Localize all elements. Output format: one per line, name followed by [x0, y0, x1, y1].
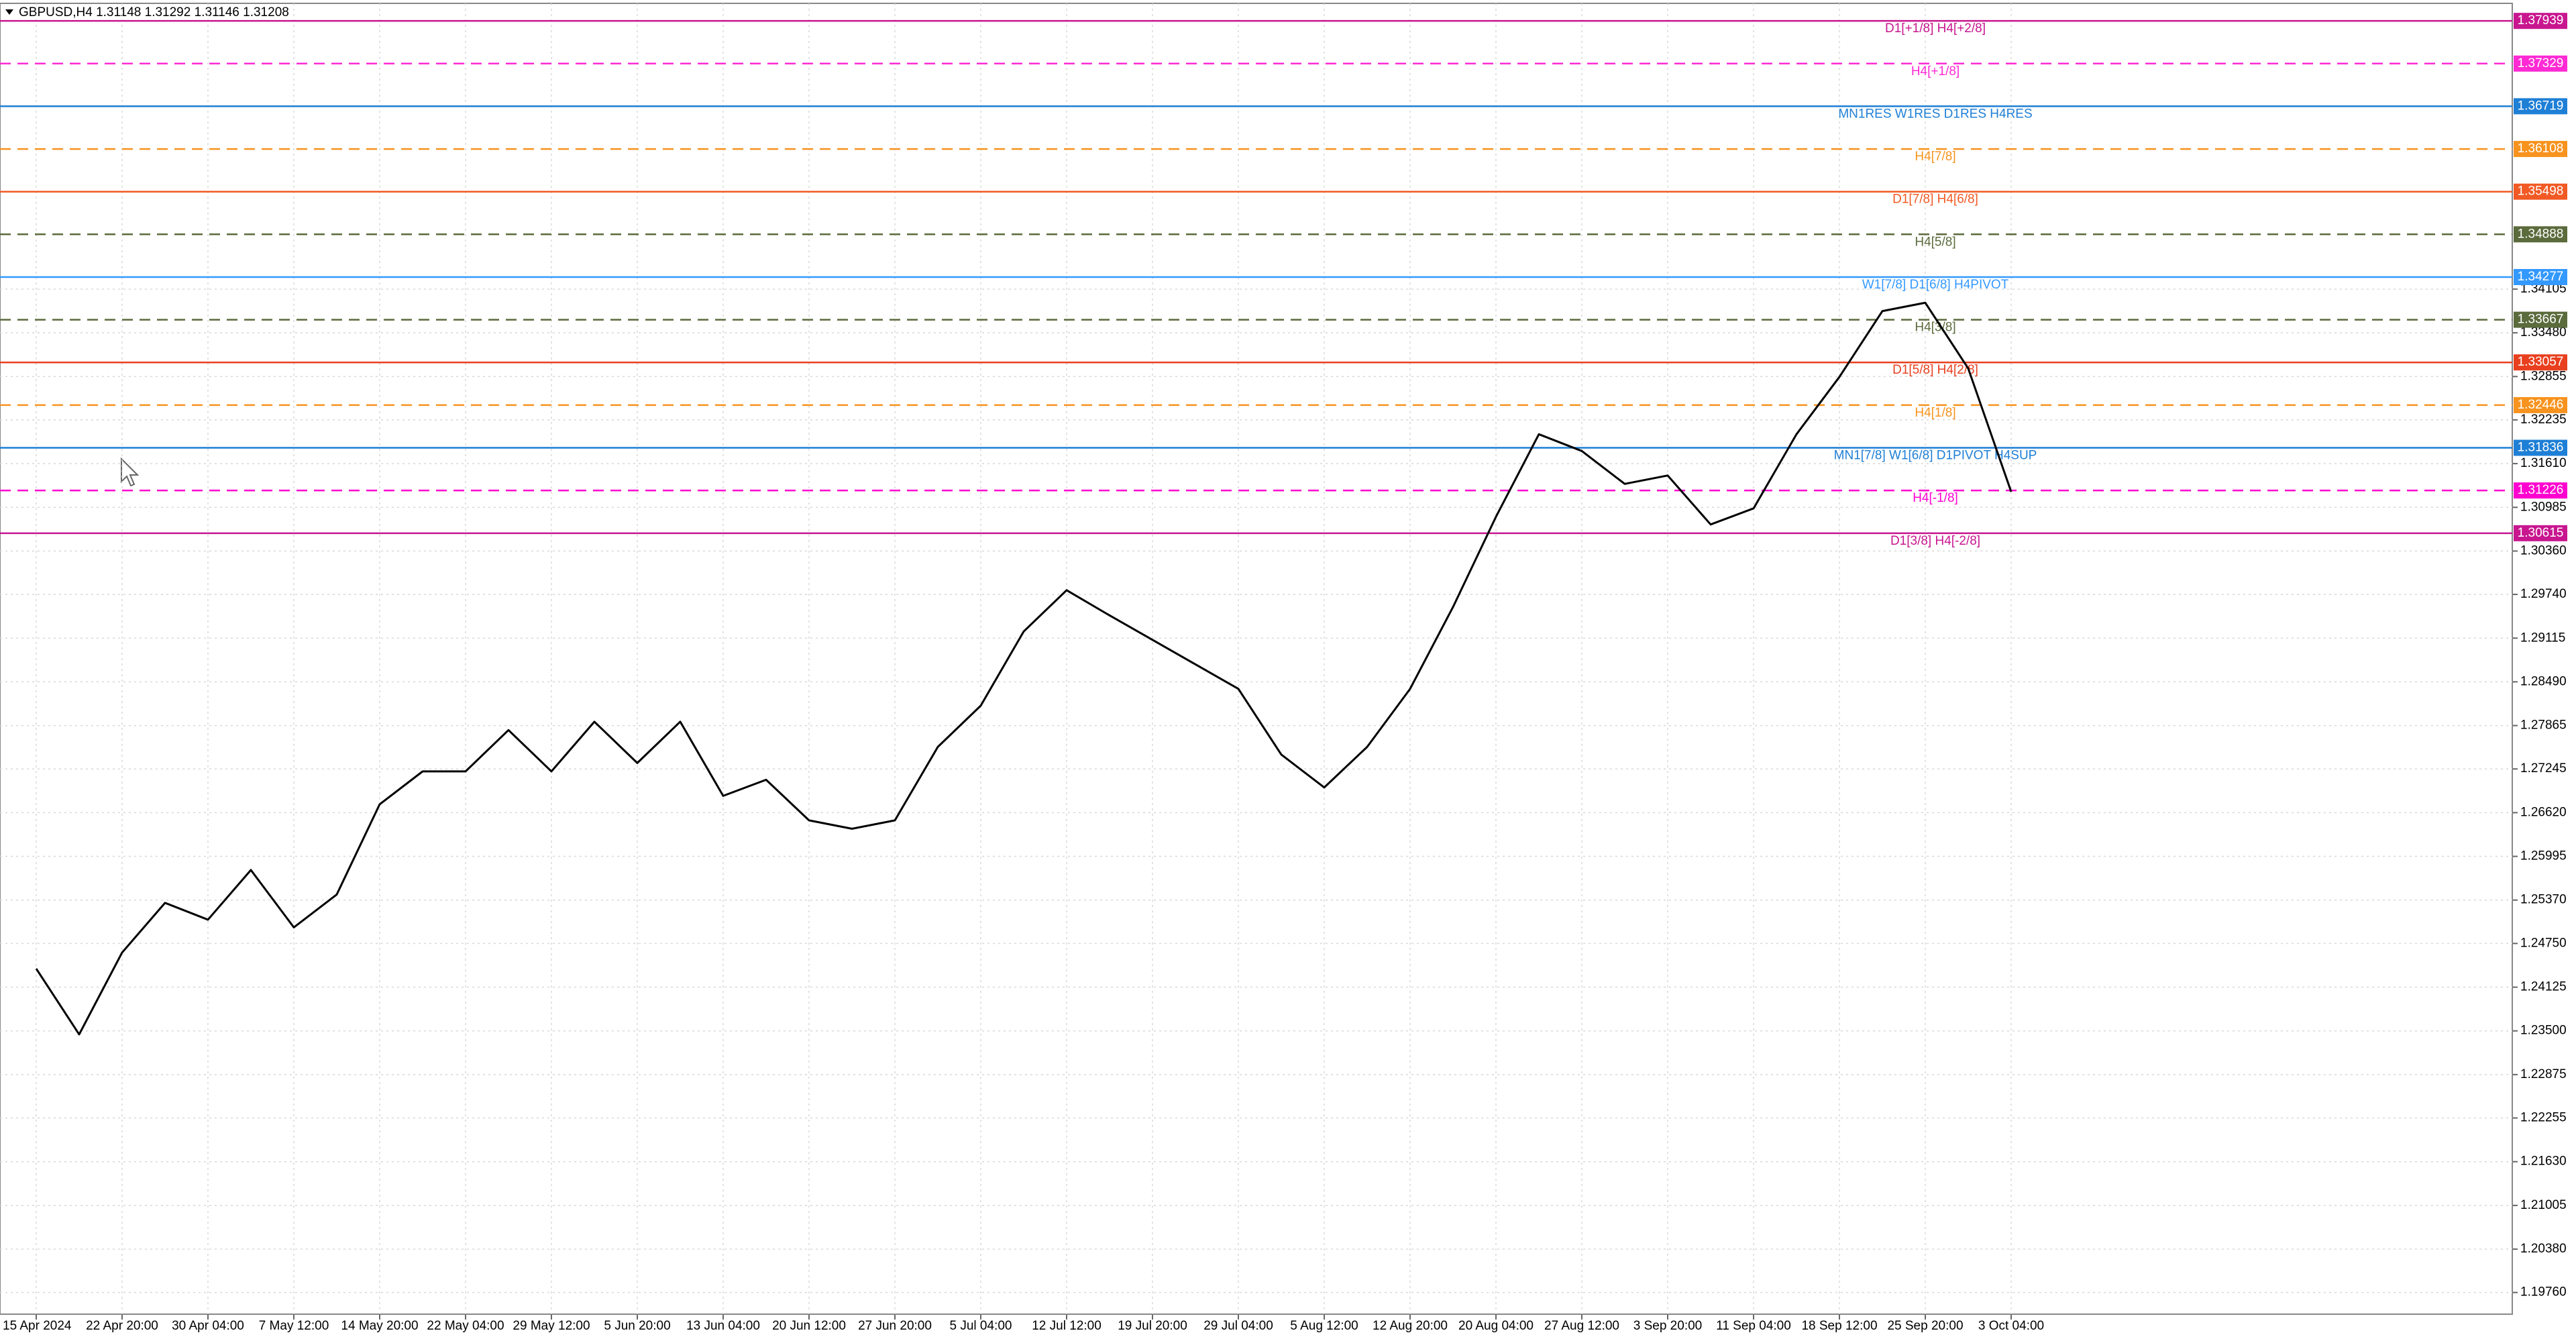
- x-tick-label: 18 Sep 12:00: [1801, 1319, 1877, 1333]
- level-badge-label: 1.31226: [2518, 483, 2564, 497]
- plot-frame: [0, 3, 2513, 1315]
- x-tick-label: 5 Jun 20:00: [604, 1319, 670, 1333]
- mouse-cursor: [121, 457, 140, 487]
- level-badge-label: 1.36108: [2518, 142, 2564, 156]
- x-tick-label: 7 May 12:00: [259, 1319, 329, 1333]
- level-badge: [2514, 439, 2567, 456]
- level-badge-label: 1.34888: [2518, 227, 2564, 241]
- y-tick-label: 1.32235: [2520, 413, 2567, 427]
- chart-title: GBPUSD,H4 1.31148 1.31292 1.31146 1.3120…: [19, 5, 289, 19]
- level-label: H4[5/8]: [1915, 235, 1955, 249]
- level-badge: [2514, 269, 2567, 286]
- x-tick-label: 3 Oct 04:00: [1978, 1319, 2044, 1333]
- level-badge: [2514, 141, 2567, 158]
- x-tick-label: 20 Jun 12:00: [772, 1319, 846, 1333]
- level-badge: [2514, 482, 2567, 499]
- y-tick-label: 1.24125: [2520, 980, 2567, 994]
- level-badge-label: 1.35498: [2518, 184, 2564, 199]
- x-tick-label: 22 Apr 20:00: [86, 1319, 158, 1333]
- x-tick-label: 20 Aug 04:00: [1458, 1319, 1534, 1333]
- level-label: H4[7/8]: [1915, 150, 1955, 164]
- y-tick-label: 1.31610: [2520, 456, 2567, 470]
- y-tick-label: 1.27245: [2520, 761, 2567, 775]
- level-badge-label: 1.33057: [2518, 355, 2564, 369]
- y-tick-label: 1.25995: [2520, 849, 2567, 863]
- x-tick-label: 5 Jul 04:00: [950, 1319, 1012, 1333]
- y-tick-label: 1.28490: [2520, 674, 2567, 688]
- x-tick-label: 12 Jul 12:00: [1032, 1319, 1102, 1333]
- y-tick-label: 1.27865: [2520, 718, 2567, 733]
- x-tick-label: 22 May 04:00: [427, 1319, 504, 1333]
- y-tick-label: 1.21005: [2520, 1198, 2567, 1212]
- y-tick-label: 1.34105: [2520, 282, 2567, 296]
- y-tick-label: 1.23500: [2520, 1024, 2567, 1038]
- level-badge: [2514, 226, 2567, 243]
- level-badge: [2514, 396, 2567, 413]
- x-tick-label: 27 Aug 12:00: [1544, 1319, 1619, 1333]
- x-tick-label: 13 Jun 04:00: [686, 1319, 760, 1333]
- level-label: D1[+1/8] H4[+2/8]: [1885, 21, 1986, 36]
- level-label: D1[7/8] H4[6/8]: [1892, 193, 1978, 207]
- y-tick-label: 1.21630: [2520, 1155, 2567, 1169]
- level-badge-label: 1.30615: [2518, 526, 2564, 540]
- level-label: MN1RES W1RES D1RES H4RES: [1838, 107, 2032, 121]
- y-tick-label: 1.33480: [2520, 325, 2567, 339]
- level-badge: [2514, 55, 2567, 72]
- x-tick-label: 3 Sep 20:00: [1633, 1319, 1702, 1333]
- level-badge-label: 1.36719: [2518, 99, 2564, 113]
- y-tick-label: 1.22255: [2520, 1111, 2567, 1125]
- level-label: H4[+1/8]: [1911, 64, 1960, 78]
- x-tick-label: 27 Jun 20:00: [858, 1319, 932, 1333]
- level-badge-label: 1.32446: [2518, 398, 2564, 412]
- level-badge: [2514, 311, 2567, 328]
- level-badge: [2514, 525, 2567, 541]
- x-tick-label: 15 Apr 2024: [3, 1319, 72, 1333]
- level-badge-label: 1.37939: [2518, 13, 2564, 28]
- level-label: D1[3/8] H4[-2/8]: [1890, 534, 1980, 548]
- level-badge: [2514, 183, 2567, 200]
- y-tick-label: 1.29115: [2520, 631, 2565, 645]
- y-tick-label: 1.22875: [2520, 1067, 2567, 1081]
- x-tick-label: 29 May 12:00: [513, 1319, 590, 1333]
- y-tick-label: 1.24750: [2520, 936, 2567, 950]
- level-badge: [2514, 98, 2567, 115]
- x-tick-label: 5 Aug 12:00: [1290, 1319, 1358, 1333]
- level-badge-label: 1.37329: [2518, 56, 2564, 70]
- level-badge: [2514, 13, 2567, 30]
- y-tick-label: 1.19760: [2520, 1285, 2567, 1299]
- title-arrow: [5, 9, 13, 15]
- level-label: H4[1/8]: [1915, 406, 1955, 420]
- y-tick-label: 1.30360: [2520, 543, 2567, 557]
- level-label: MN1[7/8] W1[6/8] D1PIVOT H4SUP: [1834, 449, 2037, 463]
- y-tick-label: 1.25370: [2520, 893, 2567, 907]
- price-line: [35, 301, 2012, 1036]
- level-badge-label: 1.31836: [2518, 441, 2564, 455]
- level-label: H4[3/8]: [1915, 321, 1955, 335]
- x-tick-label: 29 Jul 04:00: [1203, 1319, 1273, 1333]
- y-tick-label: 1.26620: [2520, 805, 2567, 819]
- y-tick-label: 1.29740: [2520, 587, 2567, 601]
- y-tick-label: 1.32855: [2520, 369, 2567, 383]
- x-tick-label: 19 Jul 20:00: [1118, 1319, 1187, 1333]
- y-tick-label: 1.30985: [2520, 500, 2567, 514]
- level-badge-label: 1.34277: [2518, 270, 2564, 284]
- level-badge: [2514, 354, 2567, 371]
- x-tick-label: 12 Aug 20:00: [1373, 1319, 1448, 1333]
- x-tick-label: 11 Sep 04:00: [1716, 1319, 1791, 1333]
- level-label: W1[7/8] D1[6/8] H4PIVOT: [1862, 278, 2009, 292]
- y-tick-label: 1.20380: [2520, 1242, 2567, 1256]
- level-label: H4[-1/8]: [1913, 491, 1958, 505]
- x-tick-label: 25 Sep 20:00: [1887, 1319, 1963, 1333]
- level-label: D1[5/8] H4[2/8]: [1892, 363, 1978, 377]
- x-tick-label: 14 May 20:00: [341, 1319, 418, 1333]
- x-tick-label: 30 Apr 04:00: [172, 1319, 244, 1333]
- level-badge-label: 1.33667: [2518, 313, 2564, 327]
